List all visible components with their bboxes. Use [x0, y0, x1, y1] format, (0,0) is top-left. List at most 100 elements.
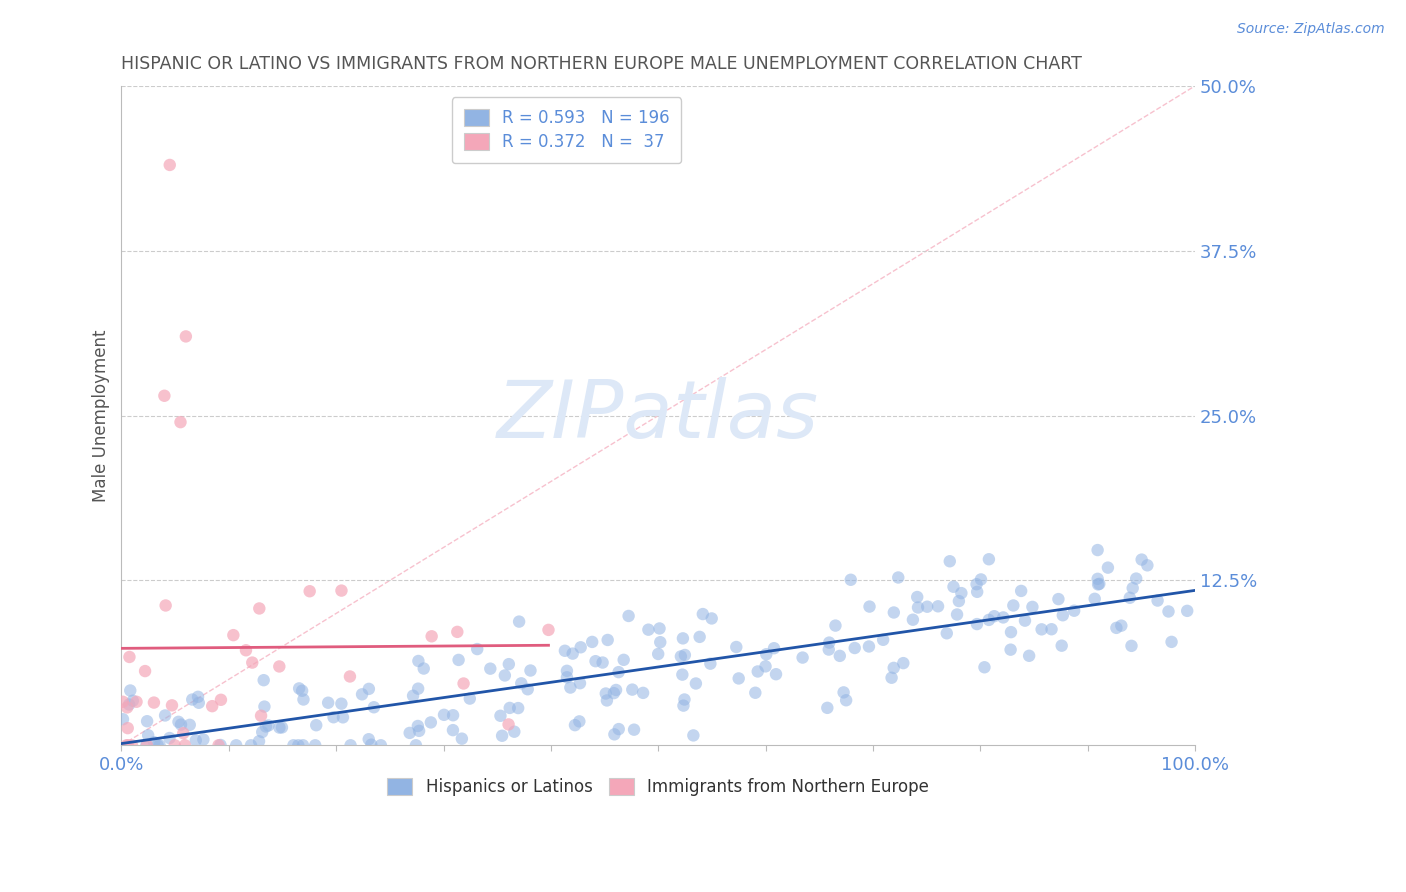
Point [160, 698, 183, 713]
Point [596, 632, 619, 647]
Point [631, 686, 654, 700]
Point [181, 692, 204, 706]
Point [412, 661, 434, 675]
Point [689, 630, 711, 644]
Point [1014, 614, 1036, 628]
Point [519, 664, 541, 678]
Point [149, 739, 172, 753]
Point [1010, 583, 1032, 598]
Point [136, 714, 159, 729]
Point [298, 584, 321, 599]
Point [207, 739, 229, 753]
Point [253, 673, 276, 688]
Point [1063, 604, 1085, 618]
Point [135, 739, 157, 753]
Point [304, 739, 326, 753]
Point [1050, 639, 1073, 653]
Point [966, 584, 988, 599]
Point [555, 664, 578, 678]
Point [1087, 543, 1109, 558]
Point [370, 739, 392, 753]
Point [352, 687, 374, 701]
Point [508, 615, 530, 629]
Point [143, 735, 166, 749]
Point [250, 708, 273, 723]
Point [613, 653, 636, 667]
Point [966, 577, 988, 591]
Point [671, 667, 693, 681]
Point [617, 609, 640, 624]
Point [420, 629, 443, 643]
Point [247, 734, 270, 748]
Text: Source: ZipAtlas.com: Source: ZipAtlas.com [1237, 22, 1385, 37]
Point [499, 701, 522, 715]
Point [935, 626, 957, 640]
Point [115, 700, 138, 714]
Point [408, 723, 430, 738]
Point [159, 731, 181, 745]
Point [406, 681, 429, 696]
Text: HISPANIC OR LATINO VS IMMIGRANTS FROM NORTHERN EUROPE MALE UNEMPLOYMENT CORRELAT: HISPANIC OR LATINO VS IMMIGRANTS FROM NO… [121, 55, 1083, 73]
Point [1052, 608, 1074, 623]
Point [564, 718, 586, 732]
Point [725, 640, 748, 654]
Point [136, 728, 159, 742]
Point [983, 609, 1005, 624]
Point [510, 676, 533, 690]
Point [125, 695, 148, 709]
Point [209, 738, 232, 752]
Point [1087, 577, 1109, 591]
Point [172, 726, 194, 740]
Point [672, 632, 695, 646]
Point [339, 739, 361, 753]
Legend: Hispanics or Latinos, Immigrants from Northern Europe: Hispanics or Latinos, Immigrants from No… [381, 772, 936, 803]
Point [494, 668, 516, 682]
Point [498, 657, 520, 672]
Point [560, 681, 582, 695]
Point [111, 712, 134, 726]
Point [1119, 591, 1142, 605]
Point [118, 650, 141, 665]
Point [901, 613, 924, 627]
Point [1018, 648, 1040, 663]
Point [1084, 591, 1107, 606]
Point [603, 686, 626, 700]
Point [883, 661, 905, 675]
Point [288, 681, 311, 696]
Point [1136, 558, 1159, 573]
Point [1125, 572, 1147, 586]
Point [111, 695, 134, 709]
Text: ZIPatlas: ZIPatlas [498, 376, 820, 455]
Point [669, 649, 692, 664]
Point [763, 641, 786, 656]
Point [118, 698, 141, 712]
Point [253, 699, 276, 714]
Point [153, 389, 176, 403]
Point [450, 731, 472, 746]
Point [363, 700, 385, 714]
Point [883, 606, 905, 620]
Point [489, 708, 512, 723]
Point [1122, 581, 1144, 595]
Point [322, 710, 344, 724]
Point [271, 721, 294, 735]
Point [623, 723, 645, 737]
Point [332, 710, 354, 724]
Point [1111, 618, 1133, 632]
Point [222, 628, 245, 642]
Point [479, 662, 502, 676]
Point [595, 686, 617, 700]
Point [950, 586, 973, 600]
Point [569, 640, 592, 655]
Point [844, 640, 866, 655]
Point [637, 623, 659, 637]
Point [503, 724, 526, 739]
Point [818, 635, 841, 649]
Point [699, 657, 721, 671]
Point [508, 701, 530, 715]
Point [824, 618, 846, 632]
Point [465, 642, 488, 657]
Point [647, 647, 669, 661]
Point [117, 721, 139, 735]
Point [1088, 577, 1111, 591]
